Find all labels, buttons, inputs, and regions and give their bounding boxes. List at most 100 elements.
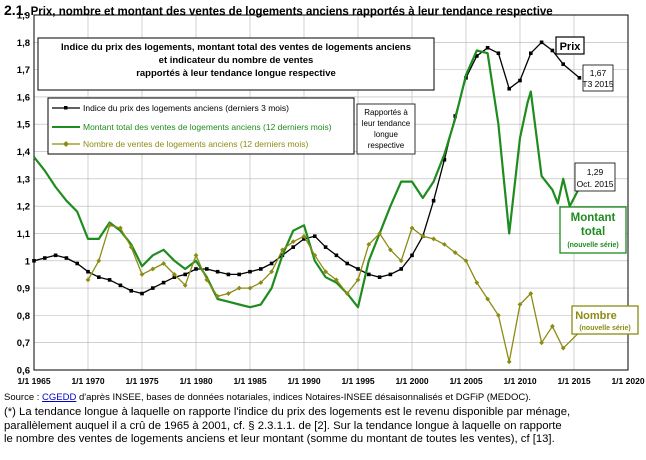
data-point-prix: [75, 261, 79, 266]
data-point-prix: [399, 267, 403, 271]
data-point-nombre: [172, 272, 177, 277]
data-point-prix: [323, 245, 328, 249]
x-axis: 1/1 1965 1/1 1970 1/1 1975 1/1 1980 1/1 1985…: [17, 376, 644, 386]
prix-label-box: [555, 36, 585, 55]
y-tick-label: 0,9: [17, 284, 30, 295]
data-point-nombre: [463, 258, 469, 264]
data-point-prix: [485, 45, 490, 50]
data-point-nombre: [398, 258, 404, 264]
y-tick-label: 1,9: [17, 11, 30, 22]
data-point-prix: [431, 198, 436, 203]
data-point-prix: [205, 267, 209, 271]
x-tick-label: 1/1 1995: [341, 376, 374, 386]
data-point-prix: [507, 86, 511, 91]
data-point-prix: [237, 272, 241, 277]
section-number: 2.1.: [4, 2, 28, 18]
data-point-nombre: [431, 236, 436, 242]
prix-value: 1,67: [590, 68, 607, 78]
y-tick-label: 1,5: [17, 120, 31, 131]
plot-frame: [33, 14, 629, 371]
data-point-nombre: [420, 233, 426, 239]
data-point-nombre: [182, 282, 188, 288]
footnote-line: le nombre des ventes de logements ancien…: [4, 433, 555, 445]
data-point-nombre: [517, 302, 523, 307]
data-point-nombre: [269, 269, 274, 275]
rapportes-line4: respective: [368, 141, 405, 150]
data-point-nombre: [312, 252, 318, 258]
legend-box: [47, 97, 355, 155]
data-point-nombre: [118, 225, 123, 231]
y-tick-label: 1,7: [17, 65, 30, 76]
data-point-nombre: [388, 247, 393, 253]
data-point-prix: [53, 253, 58, 258]
x-tick-label: 1/1 1985: [233, 376, 266, 386]
nombre-label: Nombre: [575, 310, 617, 322]
legend-marker-nombre: [63, 141, 69, 147]
data-point-prix: [107, 278, 112, 282]
data-point-nombre: [128, 244, 134, 250]
data-point-nombre: [107, 222, 112, 228]
data-point-nombre: [366, 241, 372, 247]
data-point-nombre: [96, 258, 102, 264]
data-point-nombre: [161, 261, 166, 266]
nombre-label-box: [571, 305, 639, 335]
montant-label-line1: Montant: [571, 212, 616, 224]
data-point-prix: [215, 269, 220, 274]
y-tick-label: 0,7: [17, 338, 30, 349]
rapportes-box: [356, 103, 416, 155]
line-chart: 0,6 0,7 0,8 0,9 1 1,1 1,2 1,3 1,4 1,5 1,6 1,7 1,8 1,9…: [17, 11, 645, 387]
prix-label: Prix: [560, 41, 582, 53]
y-tick-label: 0,6: [17, 366, 30, 377]
prix-date: T3 2015: [582, 79, 613, 89]
data-point-prix: [161, 280, 166, 285]
legend-entry-prix: Indice du prix des logements anciens (de…: [83, 103, 289, 113]
data-point-prix: [313, 234, 317, 238]
data-point-prix: [151, 286, 155, 290]
data-point-nombre: [290, 239, 296, 245]
data-point-nombre: [85, 277, 91, 283]
data-point-nombre: [474, 280, 480, 286]
data-point-nombre: [496, 312, 501, 318]
x-tick-label: 1/1 1975: [125, 376, 158, 386]
x-tick-label: 1/1 2020: [611, 376, 644, 386]
data-point-nombre: [485, 296, 490, 302]
data-point-prix: [377, 275, 382, 279]
data-point-nombre: [377, 231, 382, 236]
data-point-nombre: [258, 280, 264, 286]
data-point-nombre: [280, 247, 285, 253]
source-link[interactable]: CGEDD: [42, 392, 77, 403]
data-point-nombre: [150, 266, 156, 272]
data-point-prix: [334, 253, 339, 258]
data-point-nombre: [334, 277, 339, 283]
data-point-prix: [388, 272, 393, 277]
data-point-nombre: [560, 345, 566, 351]
data-point-prix: [259, 267, 263, 271]
info-box: [37, 37, 435, 91]
data-point-nombre: [550, 323, 555, 329]
data-point-nombre: [215, 293, 220, 299]
montant-value: 1,29: [587, 167, 604, 177]
rapportes-line2: leur tendance: [362, 119, 411, 128]
prix-value-box: [582, 64, 614, 92]
data-point-prix: [291, 245, 295, 249]
y-tick-label: 0,8: [17, 311, 30, 322]
data-point-nombre: [355, 277, 361, 283]
data-point-prix: [577, 76, 582, 80]
data-point-prix: [475, 54, 479, 58]
data-point-prix: [442, 157, 447, 162]
data-point-prix: [97, 275, 101, 279]
montant-label-sub: (nouvelle série): [567, 242, 618, 249]
x-tick-label: 1/1 2005: [449, 376, 482, 386]
data-point-prix: [248, 269, 252, 274]
data-point-prix: [194, 267, 198, 271]
data-point-prix: [356, 267, 360, 271]
y-tick-label: 1,6: [17, 92, 30, 103]
data-point-prix: [43, 256, 47, 260]
data-point-nombre: [323, 269, 328, 275]
y-tick-label: 1,4: [17, 147, 31, 158]
data-point-prix: [302, 237, 306, 241]
montant-label-box: [559, 206, 627, 254]
data-point-nombre: [226, 291, 231, 296]
data-point-nombre: [409, 225, 415, 231]
x-tick-label: 1/1 2000: [395, 376, 428, 386]
